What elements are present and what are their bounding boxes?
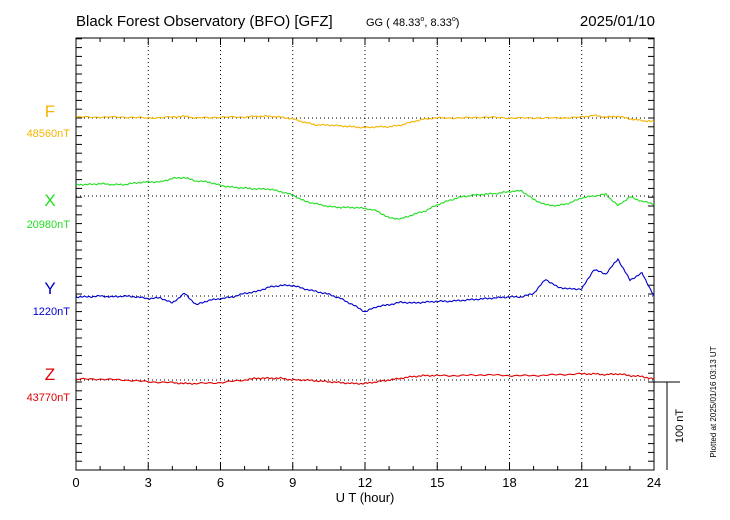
series-label-x: X xyxy=(44,191,55,210)
x-tick-label-12: 12 xyxy=(358,475,372,490)
series-line-x xyxy=(75,176,655,220)
series-labels: F 48560nT X 20980nT Y 1220nT Z 43770nT xyxy=(27,102,71,404)
x-tick-label-6: 6 xyxy=(217,475,224,490)
axis-ticks xyxy=(75,38,655,471)
chart-date: 2025/01/10 xyxy=(580,13,655,30)
x-tick-label-21: 21 xyxy=(575,475,589,490)
x-tick-label-24: 24 xyxy=(647,475,661,490)
x-tick-label-9: 9 xyxy=(289,475,296,490)
coordinates-end: ) xyxy=(456,17,460,29)
series-label-y: Y xyxy=(44,279,55,298)
series-label-z: Z xyxy=(45,365,55,384)
coordinates-prefix: GG ( 48.33 xyxy=(366,17,420,29)
series-group xyxy=(75,114,655,385)
x-tick-label-3: 3 xyxy=(145,475,152,490)
series-baseline-x: 20980nT xyxy=(27,219,71,231)
series-label-f: F xyxy=(45,102,55,121)
x-axis-label: U T (hour) xyxy=(336,490,395,505)
x-tick-labels: 0 3 6 9 12 15 18 21 24 xyxy=(72,475,661,490)
scale-bar-label: 100 nT xyxy=(674,409,686,444)
x-tick-label-15: 15 xyxy=(430,475,444,490)
degree-sign-lon: o xyxy=(452,16,456,23)
coordinates-mid: , 8.33 xyxy=(424,17,452,29)
plotted-timestamp: Plotted at 2025/01/16 03:13 UT xyxy=(709,346,718,457)
scale-bar: 100 nT xyxy=(654,381,686,470)
chart-title: Black Forest Observatory (BFO) [GFZ] xyxy=(76,13,333,30)
x-tick-label-0: 0 xyxy=(72,475,79,490)
series-line-y xyxy=(75,257,655,313)
series-baseline-y: 1220nT xyxy=(33,306,71,318)
series-baseline-z: 43770nT xyxy=(27,392,71,404)
series-line-f xyxy=(75,114,655,129)
series-baseline-f: 48560nT xyxy=(27,128,71,140)
series-line-z xyxy=(75,372,655,385)
x-tick-label-18: 18 xyxy=(502,475,516,490)
degree-sign-lat: o xyxy=(420,16,424,23)
grid xyxy=(76,38,654,470)
coordinates: GG ( 48.33o, 8.33o) xyxy=(366,16,459,29)
